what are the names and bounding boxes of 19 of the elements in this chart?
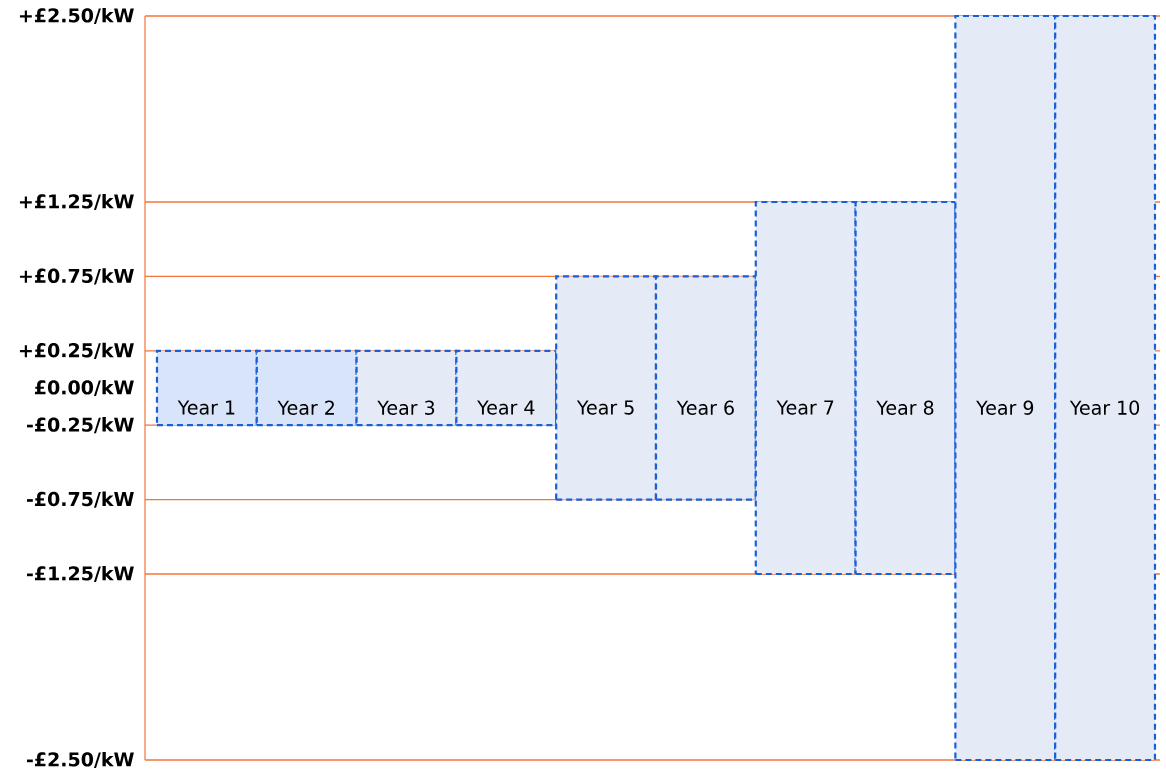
- x-tick-label: Year 9: [976, 400, 1034, 415]
- y-tick-label: +£0.25/kW: [19, 342, 134, 359]
- x-tick-label: Year 8: [876, 400, 934, 415]
- y-tick-label: £0.00/kW: [34, 379, 134, 397]
- x-tick-label: Year 10: [1069, 400, 1140, 415]
- x-tick-label: Year 1: [177, 400, 235, 415]
- y-tick-label: -£2.50/kW: [26, 751, 134, 769]
- y-tick-label: +£2.50/kW: [19, 7, 134, 25]
- x-tick-label: Year 3: [377, 400, 435, 415]
- x-tick-label: Year 7: [776, 400, 834, 415]
- y-tick-label: -£1.25/kW: [26, 565, 134, 583]
- x-tick-label: Year 4: [477, 400, 535, 415]
- y-tick-label: -£0.75/kW: [26, 491, 134, 508]
- y-tick-label: +£1.25/kW: [19, 193, 134, 211]
- x-tick-label: Year 2: [277, 400, 334, 415]
- x-tick-label: Year 5: [576, 400, 634, 415]
- y-tick-label: +£0.75/kW: [19, 268, 134, 285]
- x-tick-label: Year 6: [676, 400, 734, 415]
- y-tick-label: -£0.25/kW: [26, 417, 134, 434]
